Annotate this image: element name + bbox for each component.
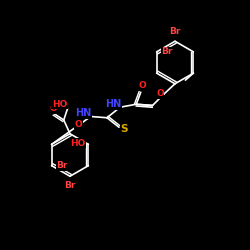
Text: HO: HO (52, 100, 67, 109)
Text: HO: HO (70, 138, 86, 147)
Text: O: O (49, 104, 57, 113)
Text: Br: Br (162, 48, 173, 56)
Text: Br: Br (56, 161, 68, 170)
Text: O: O (156, 89, 164, 98)
Text: HN: HN (105, 99, 121, 109)
Text: HN: HN (75, 108, 91, 118)
Text: O: O (138, 82, 146, 90)
Text: O: O (75, 120, 82, 129)
Text: S: S (121, 124, 128, 134)
Text: Br: Br (169, 27, 181, 36)
Text: Br: Br (64, 181, 76, 190)
